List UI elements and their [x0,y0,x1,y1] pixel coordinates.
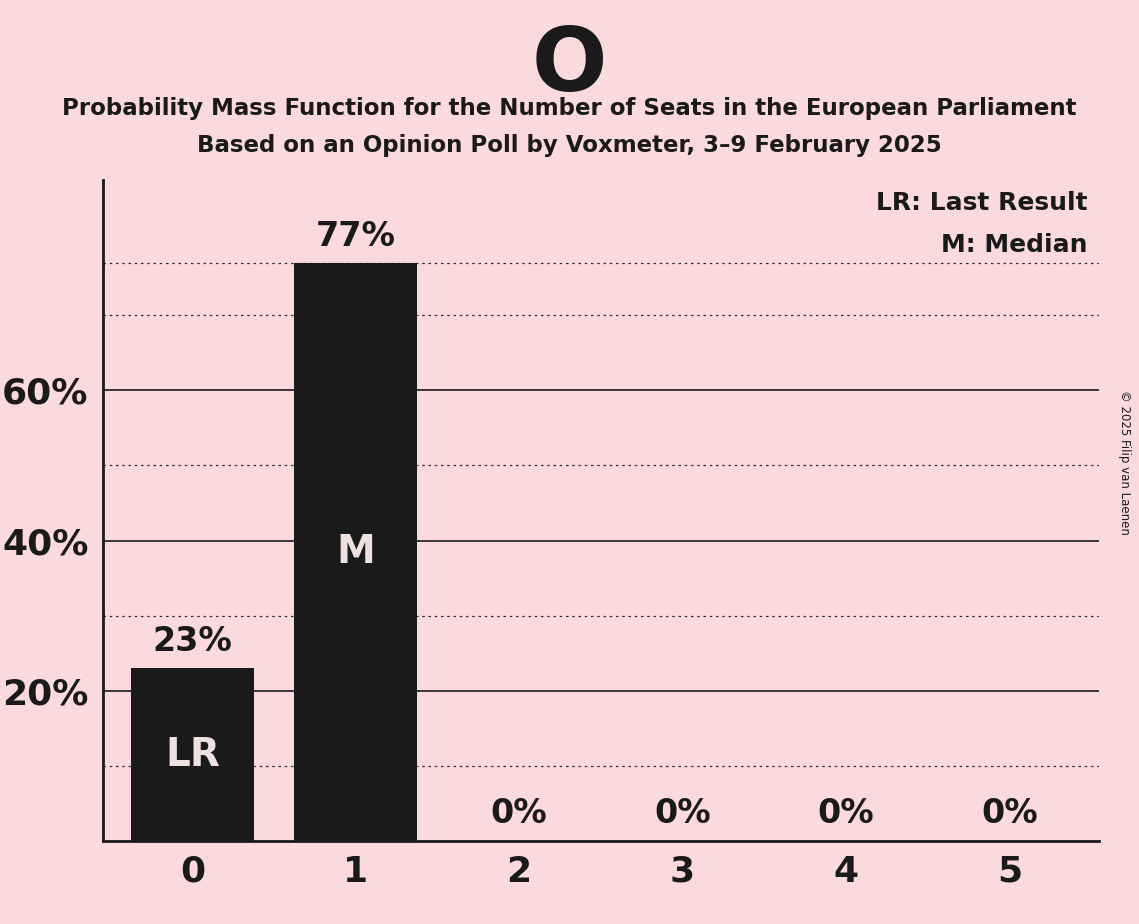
Text: Probability Mass Function for the Number of Seats in the European Parliament: Probability Mass Function for the Number… [63,97,1076,120]
Text: © 2025 Filip van Laenen: © 2025 Filip van Laenen [1118,390,1131,534]
Text: 77%: 77% [316,220,395,253]
Bar [295,262,417,841]
Text: O: O [532,23,607,110]
Bar [131,668,254,841]
Text: 0%: 0% [491,796,548,830]
Text: LR: LR [165,736,220,773]
Text: M: Median: M: Median [941,233,1088,257]
Text: 0%: 0% [981,796,1038,830]
Text: Based on an Opinion Poll by Voxmeter, 3–9 February 2025: Based on an Opinion Poll by Voxmeter, 3–… [197,134,942,157]
Text: 23%: 23% [153,626,232,659]
Text: M: M [336,533,375,571]
Text: LR: Last Result: LR: Last Result [876,191,1088,215]
Text: 0%: 0% [818,796,875,830]
Text: 0%: 0% [654,796,711,830]
